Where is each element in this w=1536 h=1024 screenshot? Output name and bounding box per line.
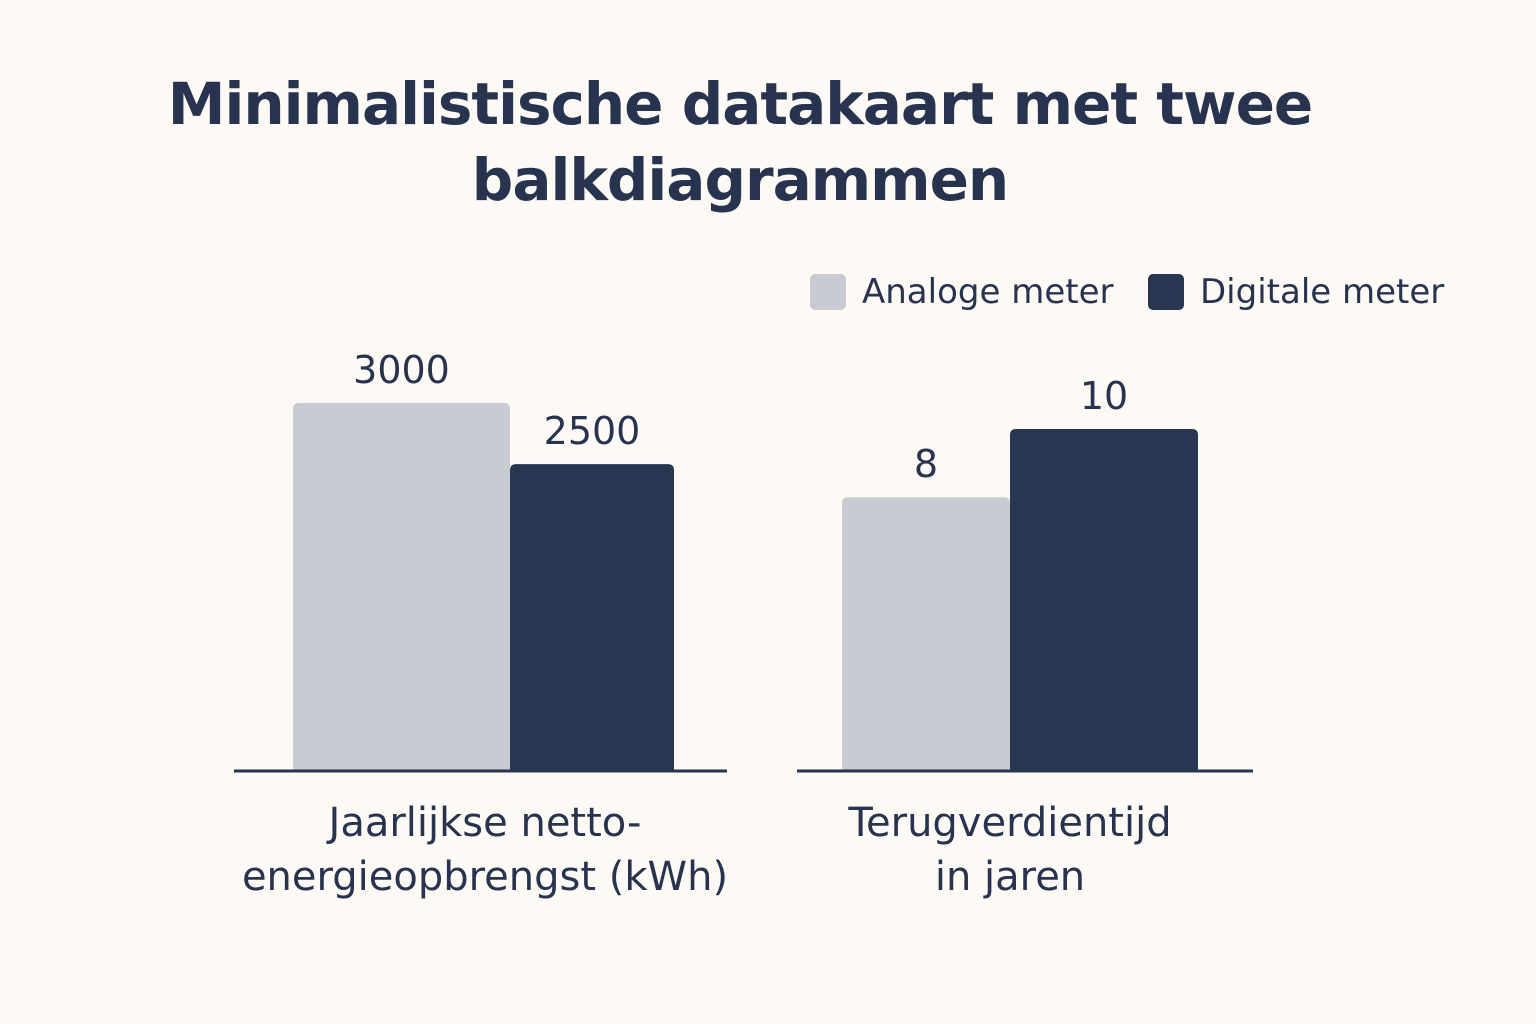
bar-analoge <box>842 497 1010 770</box>
data-label: 2500 <box>544 409 641 453</box>
bar-analoge <box>293 403 510 770</box>
bar-digitale <box>1010 429 1198 770</box>
chart-title: Minimalistische datakaart met twee balkd… <box>167 70 1314 214</box>
category-label-payback: Terugverdientijd in jaren <box>760 796 1260 904</box>
category-line: Jaarlijkse netto- <box>328 800 642 846</box>
data-label: 10 <box>1080 374 1128 418</box>
category-label-energy: Jaarlijkse netto- energieopbrengst (kWh) <box>180 796 790 904</box>
legend-swatch-digitale <box>1148 274 1184 310</box>
bar-digitale <box>510 464 674 770</box>
legend-label: Analoge meter <box>862 272 1114 312</box>
category-line: in jaren <box>934 854 1086 900</box>
data-label: 3000 <box>353 348 450 392</box>
legend-item-analoge-meter: Analoge meter <box>810 272 1113 312</box>
legend-label: Digitale meter <box>1200 272 1445 312</box>
legend-swatch-analoge <box>810 274 846 310</box>
data-label: 8 <box>914 442 938 486</box>
legend-item-digitale-meter: Digitale meter <box>1148 272 1444 312</box>
category-line: energieopbrengst (kWh) <box>241 854 729 900</box>
category-line: Terugverdientijd <box>848 800 1172 846</box>
